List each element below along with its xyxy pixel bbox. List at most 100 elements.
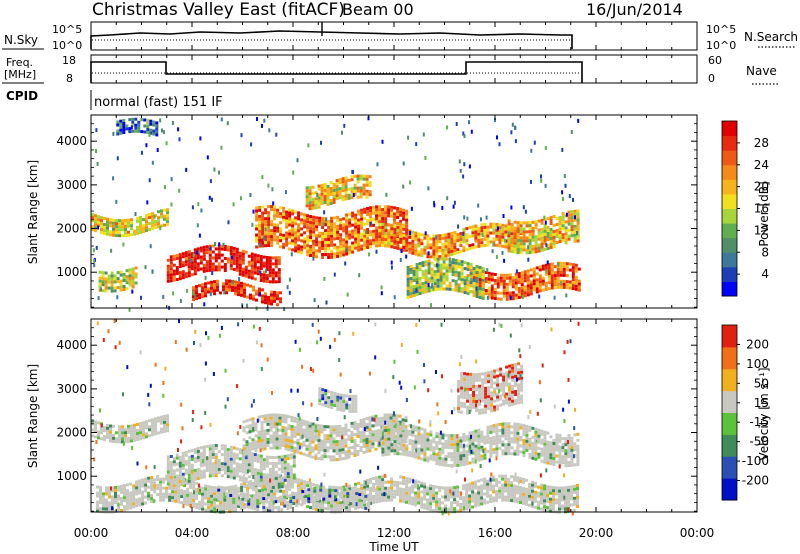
power-cell xyxy=(402,211,406,215)
power-cell xyxy=(192,253,195,258)
power-cell xyxy=(131,129,135,133)
power-cell xyxy=(267,229,271,233)
power-cell xyxy=(303,240,307,244)
power-cell xyxy=(211,262,215,266)
power-cell xyxy=(565,283,569,287)
velocity-cell xyxy=(259,481,263,485)
velocity-cell xyxy=(555,498,558,502)
velocity-cell xyxy=(136,429,139,432)
velocity-cell xyxy=(283,484,287,488)
velocity-cell xyxy=(570,497,573,501)
power-cell xyxy=(414,243,418,247)
velocity-cell xyxy=(480,502,484,506)
power-cell xyxy=(538,277,542,281)
power-cell xyxy=(415,278,419,281)
cpid-label: CPID xyxy=(6,89,38,103)
velocity-cell xyxy=(106,432,109,436)
power-cell xyxy=(91,225,94,229)
velocity-cell xyxy=(378,484,382,488)
power-cell xyxy=(520,280,524,284)
power-cell xyxy=(124,222,127,225)
velocity-cell xyxy=(250,467,254,471)
power-cell xyxy=(442,278,446,282)
power-cell xyxy=(279,206,283,210)
power-cell xyxy=(549,243,553,246)
power-cell xyxy=(481,296,485,300)
power-cell xyxy=(348,230,352,234)
power-cell xyxy=(315,225,319,229)
power-cell xyxy=(116,271,120,275)
power-cell xyxy=(321,241,325,244)
velocity-cell xyxy=(172,460,176,464)
velocity-cell xyxy=(417,489,421,493)
velocity-cell xyxy=(489,482,493,486)
power-cell xyxy=(262,279,266,283)
velocity-cell xyxy=(247,466,251,470)
velocity-cell xyxy=(378,493,382,497)
velocity-cell xyxy=(267,487,271,491)
velocity-cell xyxy=(289,465,293,469)
power-cell xyxy=(270,302,273,306)
power-cell xyxy=(345,243,349,247)
power-cell xyxy=(336,248,340,252)
velocity-cell xyxy=(259,475,263,479)
velocity-cell xyxy=(144,495,148,499)
power-cell xyxy=(214,253,218,257)
power-cell xyxy=(240,196,242,201)
power-cell xyxy=(573,224,577,228)
power-cell xyxy=(288,214,292,218)
velocity-cell xyxy=(223,471,227,475)
velocity-cell xyxy=(432,496,436,500)
power-cell xyxy=(134,281,138,285)
velocity-cell xyxy=(329,434,333,438)
power-cell xyxy=(561,227,565,231)
velocity-cell xyxy=(276,486,280,490)
power-cell xyxy=(435,240,439,244)
power-cell xyxy=(237,287,240,291)
power-cell xyxy=(501,223,505,227)
power-cell xyxy=(399,219,403,223)
velocity-cell xyxy=(489,485,493,489)
power-cell xyxy=(351,211,355,215)
velocity-cell xyxy=(217,465,221,468)
power-cell xyxy=(240,287,243,291)
power-cell xyxy=(316,193,319,197)
power-cell xyxy=(427,251,430,256)
velocity-cell xyxy=(371,439,375,443)
power-cell xyxy=(412,294,416,297)
power-cell xyxy=(288,235,292,239)
velocity-cell xyxy=(136,435,139,438)
velocity-cell xyxy=(175,468,179,472)
power-cell xyxy=(568,280,572,284)
velocity-cell xyxy=(284,444,288,448)
power-cell xyxy=(109,233,112,237)
power-cell xyxy=(320,183,324,187)
velocity-cell xyxy=(210,509,214,513)
velocity-cell xyxy=(492,487,496,491)
velocity-cell xyxy=(272,413,276,417)
power-cell xyxy=(478,293,482,297)
power-cell xyxy=(517,272,521,275)
power-cell xyxy=(421,261,425,265)
power-cell xyxy=(149,122,153,126)
power-cell xyxy=(399,234,403,238)
velocity-cell xyxy=(250,452,254,456)
power-cell xyxy=(526,293,530,297)
velocity-cell xyxy=(235,453,239,457)
power-cell xyxy=(550,265,554,269)
velocity-cell xyxy=(242,447,246,451)
velocity-cell xyxy=(189,482,193,486)
power-cell xyxy=(510,247,514,251)
velocity-cell xyxy=(540,501,543,505)
power-cell xyxy=(267,223,271,227)
power-cell xyxy=(492,225,496,229)
power-cell xyxy=(101,277,105,281)
velocity-cell xyxy=(171,499,175,503)
power-cell xyxy=(485,215,488,220)
power-cell xyxy=(406,271,410,275)
velocity-cell xyxy=(231,503,235,507)
power-cell xyxy=(134,117,138,121)
velocity-cell xyxy=(312,507,316,511)
velocity-cell xyxy=(492,475,496,479)
velocity-cell xyxy=(256,474,260,478)
